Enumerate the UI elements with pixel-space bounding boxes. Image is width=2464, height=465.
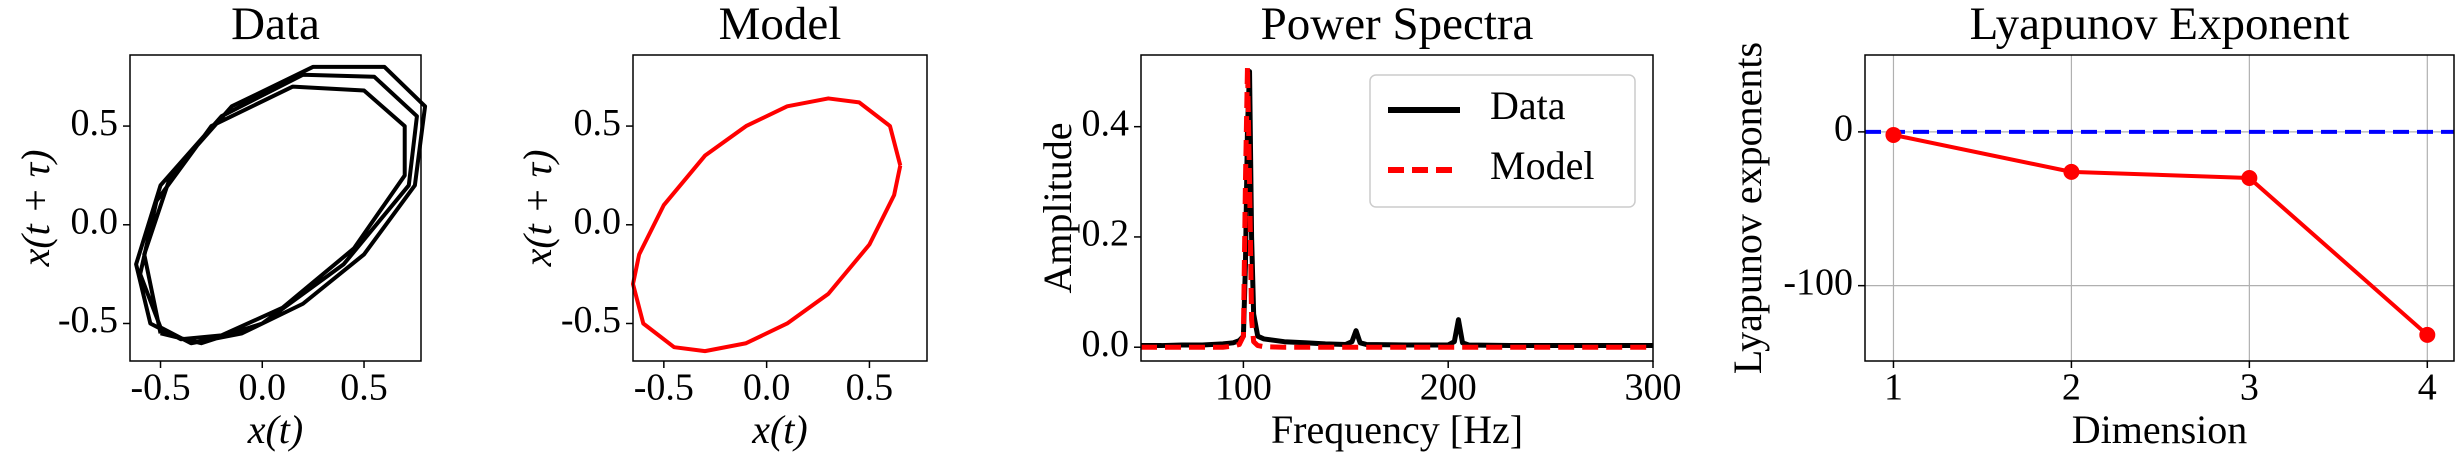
y-tick-label: 0.4 [1082,102,1130,144]
y-tick-label: 0.0 [1082,323,1130,365]
axes-frame [1140,54,1654,362]
y-tick-label: 0 [1834,108,1853,150]
chart-title: Data [231,0,320,50]
x-axis-label: x(t) [247,407,304,452]
y-tick-label: -100 [1783,261,1853,303]
data-point [2241,170,2258,187]
x-tick-label: 2 [2062,367,2081,409]
y-tick-label: 0.2 [1082,213,1130,255]
x-tick-label: 100 [1215,367,1272,409]
y-axis-label: x(t + τ) [13,150,58,268]
y-axis-label: x(t + τ) [515,150,560,268]
data-line [631,96,903,354]
axes-frame [129,54,422,362]
x-tick-label: 3 [2240,367,2259,409]
axes-frame [632,54,928,362]
x-tick-label: -0.5 [130,367,190,409]
data-point [2419,326,2436,343]
y-tick-label: 0.0 [574,200,622,242]
data-point [2063,163,2080,180]
x-tick-label: 0.5 [846,367,894,409]
y-tick-label: 0.5 [71,102,119,144]
data-line [1141,69,1653,349]
chart-title: Power Spectra [1261,0,1534,50]
chart-title: Model [719,0,842,50]
y-tick-label: 0.0 [71,200,119,242]
y-axis-label: Amplitude [1035,122,1080,293]
axes-frame [1864,54,2455,362]
x-tick-label: -0.5 [634,367,694,409]
x-tick-label: 0.0 [239,367,287,409]
y-tick-label: -0.5 [561,299,621,341]
x-tick-label: 4 [2418,367,2437,409]
x-tick-label: 0.5 [340,367,388,409]
chart-title: Lyapunov Exponent [1970,0,2350,50]
data-line [1893,133,2429,337]
x-axis-label: x(t) [751,407,808,452]
x-tick-label: 200 [1420,367,1477,409]
x-axis-label: Frequency [Hz] [1271,407,1523,452]
y-tick-label: -0.5 [58,299,118,341]
legend-label: Data [1490,83,1566,128]
x-axis-label: Dimension [2072,407,2248,452]
x-tick-label: 0.0 [743,367,791,409]
y-tick-label: 0.5 [574,102,622,144]
data-line [134,64,428,346]
y-axis-label: Lyapunov exponents [1725,42,1770,374]
x-tick-label: 300 [1625,367,1682,409]
data-point [1885,126,1902,143]
legend-label: Model [1490,143,1594,188]
data-line [1141,63,1653,350]
x-tick-label: 1 [1884,367,1903,409]
